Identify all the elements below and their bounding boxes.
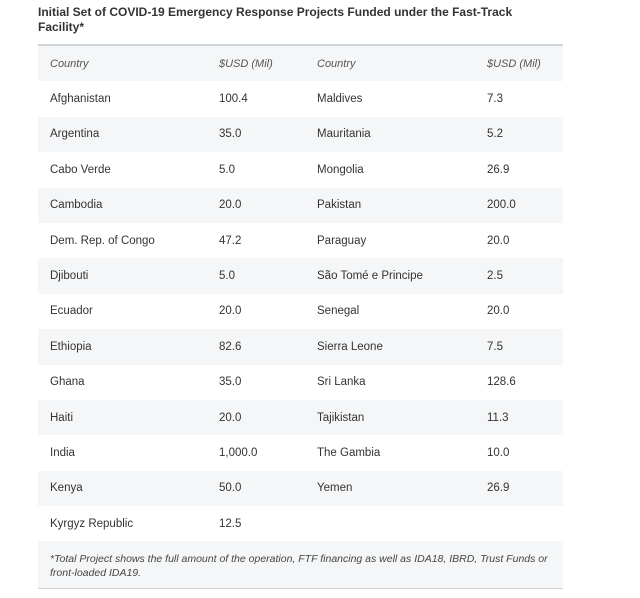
amount-cell: 20.0 [219, 199, 242, 212]
table-row: Dem. Rep. of Congo 47.2 Paraguay 20.0 [38, 222, 563, 259]
country-cell: Mongolia [317, 163, 364, 176]
country-cell: Tajikistan [317, 411, 365, 424]
amount-cell: 35.0 [219, 376, 242, 389]
header-country-1: Country [50, 57, 89, 70]
table-row: Argentina 35.0 Mauritania 5.2 [38, 116, 563, 153]
amount-cell: 47.2 [219, 234, 242, 247]
country-cell: Ghana [50, 376, 85, 389]
amount-cell: 1,000.0 [219, 446, 258, 459]
amount-cell: 128.6 [487, 376, 516, 389]
amount-cell: 200.0 [487, 199, 516, 212]
country-cell: Yemen [317, 482, 353, 495]
amount-cell: 5.2 [487, 128, 503, 141]
amount-cell: 12.5 [219, 517, 242, 530]
table-row: Kyrgyz Republic 12.5 [38, 506, 563, 542]
country-cell: Mauritania [317, 128, 371, 141]
country-cell: Haiti [50, 411, 74, 424]
country-cell: The Gambia [317, 446, 381, 459]
country-cell: Kyrgyz Republic [50, 517, 134, 530]
header-usd-1: $USD (Mil) [219, 57, 273, 70]
amount-cell: 7.5 [487, 340, 503, 353]
table-row: Ethiopia 82.6 Sierra Leone 7.5 [38, 329, 563, 365]
table-row: Afghanistan 100.4 Maldives 7.3 [38, 81, 563, 117]
amount-cell: 7.3 [487, 93, 503, 106]
country-cell: Ethiopia [50, 340, 92, 353]
country-cell: Sri Lanka [317, 376, 366, 389]
header-country-2: Country [317, 57, 356, 70]
country-cell: Argentina [50, 128, 100, 141]
table-row: Cambodia 20.0 Pakistan 200.0 [38, 187, 563, 223]
table-body: Afghanistan 100.4 Maldives 7.3 Argentina 35.0… [38, 81, 563, 542]
country-cell: Djibouti [50, 270, 89, 283]
amount-cell: 10.0 [487, 446, 510, 459]
amount-cell: 26.9 [487, 482, 510, 495]
country-cell: Kenya [50, 482, 83, 495]
amount-cell: 20.0 [487, 234, 510, 247]
table-row: Haiti 20.0 Tajikistan 11.3 [38, 399, 563, 436]
table-footnote: *Total Project shows the full amount of … [38, 541, 563, 590]
table-row: Djibouti 5.0 São Tomé e Principe 2.5 [38, 258, 563, 294]
country-cell: Sierra Leone [317, 340, 383, 353]
amount-cell: 20.0 [219, 411, 242, 424]
amount-cell: 5.0 [219, 163, 235, 176]
amount-cell: 26.9 [487, 163, 510, 176]
table-row: Ecuador 20.0 Senegal 20.0 [38, 293, 563, 330]
country-cell: Pakistan [317, 199, 362, 212]
table-row: Ghana 35.0 Sri Lanka 128.6 [38, 364, 563, 400]
amount-cell: 82.6 [219, 340, 242, 353]
country-cell: Ecuador [50, 305, 93, 318]
amount-cell: 5.0 [219, 270, 235, 283]
amount-cell: 2.5 [487, 270, 503, 283]
country-cell: Cabo Verde [50, 163, 111, 176]
country-cell: Senegal [317, 305, 360, 318]
table-row: India 1,000.0 The Gambia 10.0 [38, 435, 563, 471]
country-cell: Cambodia [50, 199, 103, 212]
table-title: Initial Set of COVID-19 Emergency Respon… [38, 5, 513, 34]
amount-cell: 11.3 [487, 411, 509, 424]
country-cell: Afghanistan [50, 93, 111, 106]
amount-cell: 20.0 [487, 305, 510, 318]
country-cell: Dem. Rep. of Congo [50, 234, 155, 247]
table-row: Cabo Verde 5.0 Mongolia 26.9 [38, 152, 563, 188]
amount-cell: 20.0 [219, 305, 242, 318]
country-cell: Maldives [317, 93, 363, 106]
header-usd-2: $USD (Mil) [487, 57, 541, 70]
table-header-row: Country $USD (Mil) Country $USD (Mil) [38, 46, 563, 82]
country-cell: India [50, 446, 75, 459]
amount-cell: 35.0 [219, 128, 242, 141]
country-cell: São Tomé e Principe [317, 270, 423, 283]
amount-cell: 50.0 [219, 482, 242, 495]
funding-table: Country $USD (Mil) Country $USD (Mil) Af… [38, 44, 563, 590]
table-row: Kenya 50.0 Yemen 26.9 [38, 470, 563, 507]
country-cell: Paraguay [317, 234, 367, 247]
amount-cell: 100.4 [219, 93, 248, 106]
